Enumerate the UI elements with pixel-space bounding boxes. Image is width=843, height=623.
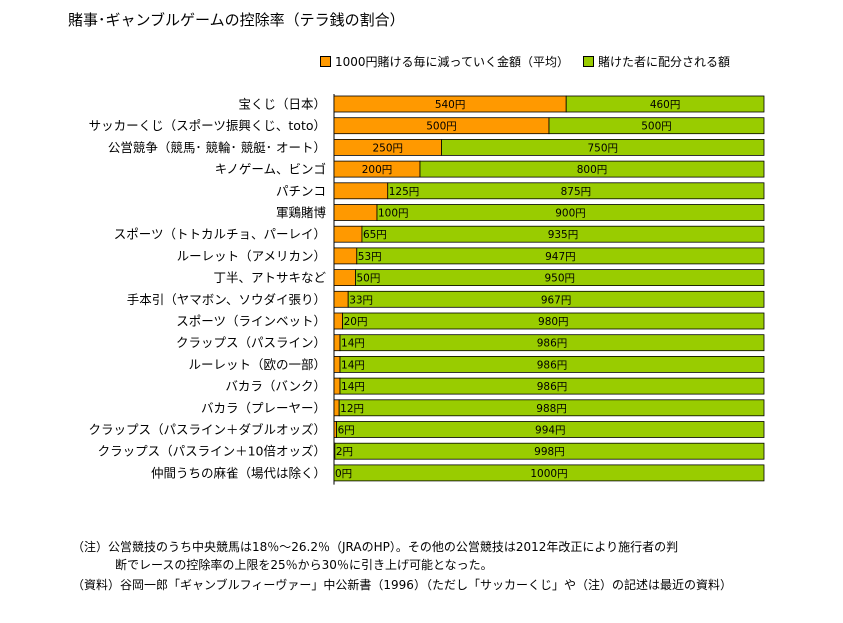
category-label: 軍鶏賭博 [276,205,327,220]
bar-segment-payout [334,442,765,460]
data-label-deduction: 250円 [372,142,403,154]
data-label-deduction: 0円 [335,468,352,480]
category-label: クラップス（パスライン＋ダブルオッズ） [88,422,326,437]
legend-label-payout: 賭けた者に配分される額 [597,55,730,69]
data-label-payout: 935円 [548,229,579,241]
data-label-deduction: 14円 [341,338,365,350]
bar-segment-payout [548,117,765,135]
bar-segment-deduction [333,182,389,200]
bar-segment-payout [339,355,765,373]
category-label: バカラ（プレーヤー） [201,400,326,415]
data-label-deduction: 33円 [349,294,373,306]
category-label: 宝くじ（日本） [238,97,326,112]
data-label-deduction: 500円 [426,121,457,133]
chart-title: 賭事･ギャンブルゲームの控除率（テラ銭の割合） [68,11,405,29]
data-label-payout: 1000円 [530,468,567,480]
category-label: 公営競争（競馬･ 競輪･ 競艇･ オート） [108,140,326,155]
legend-swatch-orange [320,56,331,67]
category-label: 丁半、アトサキなど [213,270,326,285]
bar-segment-deduction [333,204,378,221]
bar-segment-payout [336,421,765,438]
bar-segment-deduction [333,355,341,373]
data-label-payout: 994円 [535,425,566,437]
data-label-payout: 950円 [544,273,575,285]
bar-segment-deduction [333,269,356,287]
data-label-deduction: 50円 [357,273,381,285]
bar-segment-deduction [333,377,341,395]
data-label-payout: 800円 [577,164,608,176]
bar-segment-deduction [333,399,340,417]
data-label-payout: 998円 [534,446,565,458]
bar-segment-deduction [333,334,341,352]
data-label-payout: 500円 [641,121,672,133]
bar-segment-payout [339,334,765,352]
data-label-deduction: 65円 [363,229,387,241]
category-label: クラップス（パスライン＋10倍オッズ） [98,444,326,459]
bar-segment-payout [376,204,765,221]
category-label: パチンコ [276,183,326,198]
bar-segment-payout [347,290,765,308]
bar-segment-deduction [333,225,363,243]
category-label: スポーツ（トトカルチョ、パーレイ） [114,227,326,242]
bar-segment-payout [387,182,765,200]
bar-segment-payout [338,399,765,417]
bar-segment-payout [361,225,765,243]
data-label-deduction: 14円 [341,359,365,371]
data-label-payout: 750円 [587,142,618,154]
legend-item-payout: 賭けた者に配分される額 [582,53,730,70]
data-label-deduction: 125円 [389,186,420,198]
data-label-deduction: 540円 [435,99,466,111]
data-label-deduction: 20円 [344,316,368,328]
category-label: クラップス（パスライン） [176,335,326,350]
data-label-payout: 986円 [537,359,568,371]
data-label-payout: 988円 [536,403,567,415]
bar-segment-payout [441,138,765,156]
bar-segment-payout [342,312,765,330]
category-label: キノゲーム、ビンゴ [215,162,326,177]
category-label: ルーレット（欧の一部） [188,357,326,372]
data-label-deduction: 6円 [338,425,355,437]
data-label-deduction: 14円 [341,381,365,393]
footnote-2: 断でレースの控除率の上限を25％から30％に引き上げ可能となった。 [115,558,493,572]
chart-legend: 1000円賭ける毎に減っていく金額（平均） 賭けた者に配分される額 [320,53,744,70]
data-label-payout: 986円 [537,338,568,350]
bar-segment-payout [339,377,765,395]
bar-segment-payout [565,95,765,113]
bar-segment-payout [333,464,765,482]
data-label-deduction: 12円 [340,403,364,415]
data-label-payout: 980円 [538,316,569,328]
category-label: ルーレット（アメリカン） [177,248,326,263]
data-label-deduction: 2円 [336,446,353,458]
bar-segment-deduction [333,312,344,330]
data-label-deduction: 53円 [358,251,382,263]
legend-item-deduction: 1000円賭ける毎に減っていく金額（平均） [320,53,569,70]
category-label: バカラ（バンク） [225,379,326,394]
category-label: 仲間うちの麻雀（場代は除く） [151,465,326,480]
data-label-payout: 967円 [541,294,572,306]
category-label: サッカーくじ（スポーツ振興くじ、toto） [89,118,326,133]
legend-label-deduction: 1000円賭ける毎に減っていく金額（平均） [335,55,569,69]
bar-segment-payout [355,269,765,287]
category-label: 手本引（ヤマボン、ソウダイ張り） [127,292,326,307]
category-label: スポーツ（ラインベット） [176,314,326,329]
legend-swatch-green [582,56,594,67]
bar-segment-payout [356,247,765,265]
data-label-payout: 947円 [545,251,576,263]
data-label-payout: 986円 [537,381,568,393]
data-label-payout: 460円 [650,99,681,111]
footnote-1: （注）公営競技のうち中央競馬は18％～26.2％（JRAのHP）。その他の公営競… [72,540,679,554]
data-label-payout: 900円 [555,208,586,220]
data-label-deduction: 100円 [378,208,409,220]
data-label-payout: 875円 [561,186,592,198]
source-note: （資料）谷岡一郎「ギャンブルフィーヴァー」中公新書（1996）（ただし「サッカー… [72,578,732,592]
bar-segment-payout [419,160,765,178]
bar-segment-deduction [333,247,358,265]
bar-segment-deduction [333,290,349,308]
data-label-deduction: 200円 [362,164,393,176]
